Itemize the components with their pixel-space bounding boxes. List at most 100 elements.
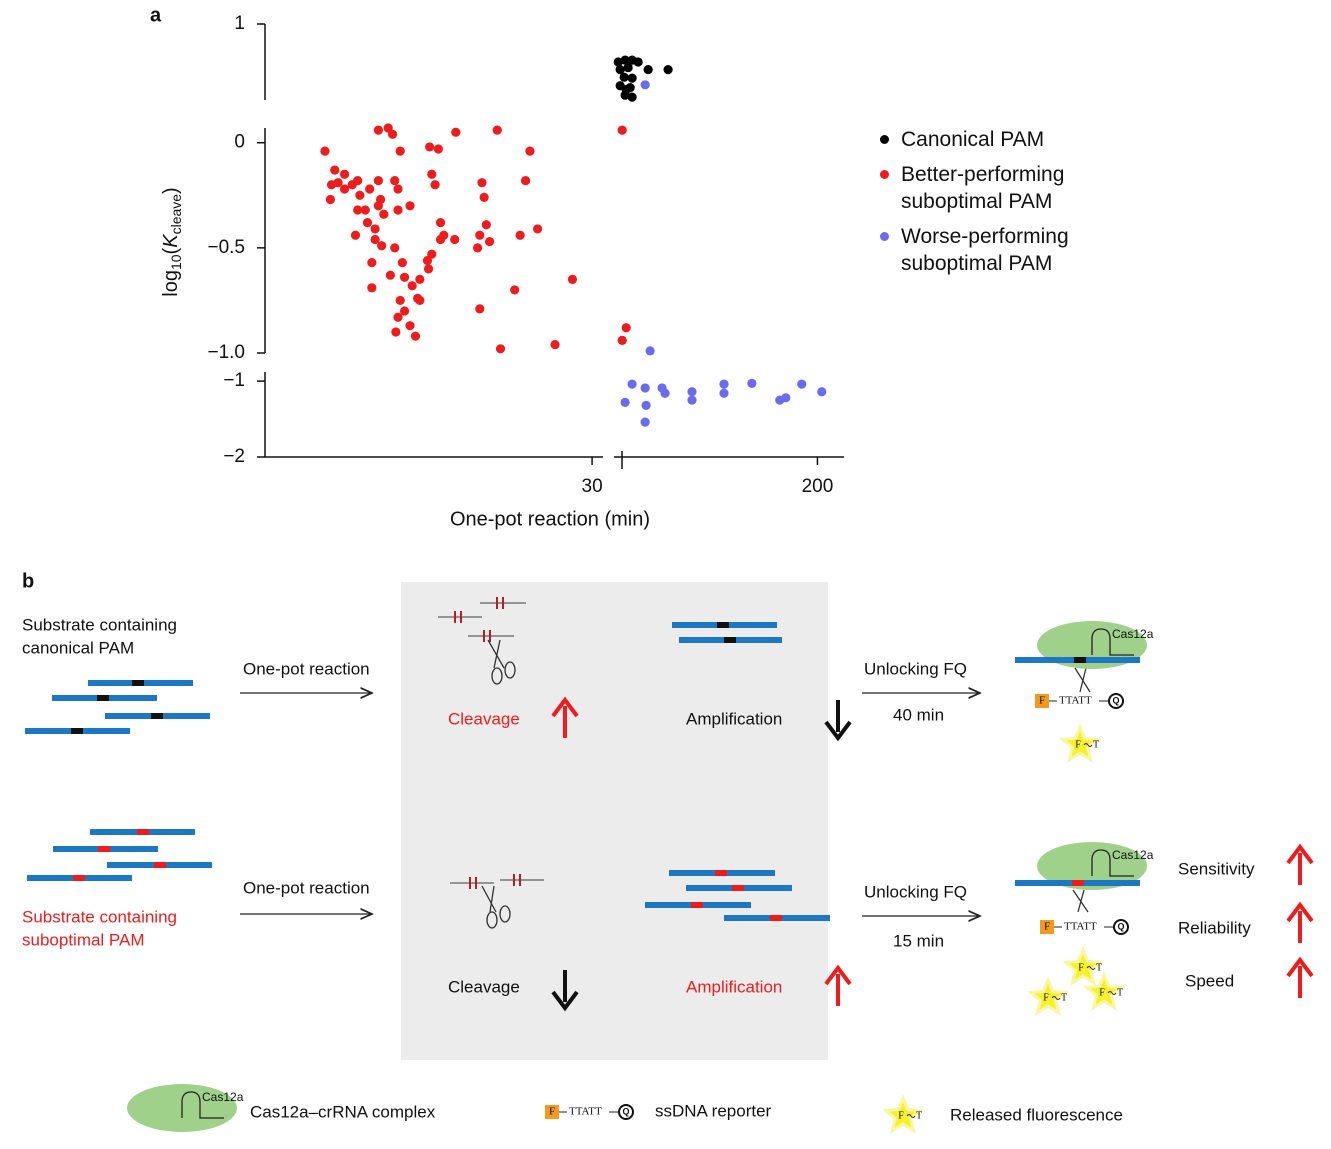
data-point: [817, 387, 827, 397]
outcome-label: Reliability: [1178, 918, 1251, 937]
data-point: [430, 180, 440, 190]
quencher: [1113, 919, 1129, 935]
data-point: [781, 393, 791, 403]
substrate-label: suboptimal PAM: [22, 930, 145, 949]
data-point: [339, 169, 350, 179]
step-label: Unlocking FQ: [864, 659, 967, 678]
data-point: [641, 400, 651, 410]
data-point: [385, 270, 395, 280]
outcome-label: Sensitivity: [1178, 859, 1255, 878]
y-axis-label: log10(Kcleave): [160, 187, 183, 296]
pam-site: [715, 870, 727, 876]
cas12a-label: Cas12a: [1112, 848, 1154, 862]
crrna: [181, 1091, 224, 1119]
quencher-label: Q: [1112, 695, 1119, 705]
pam-site: [73, 875, 85, 881]
data-point: [621, 323, 631, 333]
squiggle: [906, 1114, 916, 1118]
amplification-label: Amplification: [686, 977, 782, 996]
data-point: [422, 255, 433, 266]
pam-site: [151, 713, 163, 719]
data-point: [615, 65, 625, 75]
step-label: One-pot reaction: [243, 878, 370, 897]
data-point: [325, 194, 336, 205]
data-point: [360, 205, 370, 215]
pam-site: [724, 637, 736, 643]
data-point: [433, 144, 443, 154]
base-label: T: [1096, 962, 1102, 973]
data-point: [663, 65, 673, 75]
data-point: [393, 184, 403, 194]
data-point: [373, 201, 383, 211]
data-point: [627, 92, 637, 102]
data-point: [492, 125, 502, 135]
data-point: [405, 201, 415, 211]
data-point: [395, 146, 405, 156]
fluor-label: F: [1099, 987, 1105, 998]
data-point: [617, 335, 627, 345]
legend-label: Cas12a–crRNA complex: [250, 1102, 436, 1121]
legend-marker: [880, 135, 889, 144]
legend-label: Released fluorescence: [950, 1105, 1123, 1124]
panel-label: a: [150, 4, 162, 26]
base-label: T: [1117, 987, 1123, 998]
crrna: [1091, 628, 1134, 656]
step-label: One-pot reaction: [243, 659, 370, 678]
data-point: [370, 234, 380, 245]
data-point: [640, 417, 650, 427]
substrate-label: Substrate containing: [22, 907, 177, 926]
data-point: [423, 264, 434, 274]
data-point: [485, 236, 495, 247]
pam-site: [691, 902, 703, 908]
pam-site: [71, 728, 83, 734]
fluor-label: F: [1075, 739, 1081, 750]
fluorescence-star: [1083, 971, 1125, 1011]
data-point: [477, 178, 487, 188]
base-label: T: [916, 1110, 922, 1121]
fluorescence-star: [1062, 946, 1104, 986]
trend-arrows: [551, 696, 1314, 1012]
data-point: [687, 395, 697, 405]
y-tick-label: −2: [223, 446, 245, 467]
data-point: [390, 243, 400, 253]
data-point: [645, 346, 655, 356]
y-tick-label: 1: [234, 13, 245, 34]
data-point: [353, 205, 363, 215]
data-point: [373, 125, 383, 135]
legend-item: Worse-performing suboptimal PAM: [878, 223, 1118, 277]
legend-label: Canonical PAM: [901, 128, 1045, 151]
legend: Canonical PAM Better-performing suboptima…: [878, 126, 1118, 285]
data-point: [623, 63, 633, 73]
pam-site: [770, 915, 782, 921]
data-point: [643, 65, 653, 75]
data-point: [747, 378, 757, 388]
pam-site: [1072, 880, 1084, 886]
substrate-label: canonical PAM: [22, 638, 134, 657]
data-point: [395, 295, 405, 306]
data-point: [330, 165, 340, 175]
squiggle: [1083, 743, 1093, 747]
pam-site: [732, 885, 744, 891]
reaction-box: [401, 582, 828, 1060]
squiggle: [1107, 991, 1117, 995]
data-point: [390, 175, 400, 186]
data-point: [373, 175, 383, 186]
data-point: [479, 192, 489, 202]
crrna: [1091, 849, 1134, 877]
cleavage-label: Cleavage: [448, 709, 520, 728]
legend-label: ssDNA reporter: [655, 1101, 772, 1120]
time-label: 40 min: [893, 705, 944, 724]
data-point: [640, 80, 650, 90]
data-point: [379, 209, 389, 219]
data-point: [633, 57, 643, 67]
legend-marker: [880, 232, 889, 241]
data-point: [515, 230, 525, 240]
reporter-seq: TTATT: [1064, 921, 1097, 933]
amplification-label: Amplification: [686, 709, 782, 728]
fluorophore: [545, 1105, 559, 1119]
fluorescence-star: [1059, 723, 1101, 763]
base-label: T: [1061, 992, 1067, 1003]
substrate-label: Substrate containing: [22, 615, 177, 634]
data-point: [353, 175, 363, 186]
